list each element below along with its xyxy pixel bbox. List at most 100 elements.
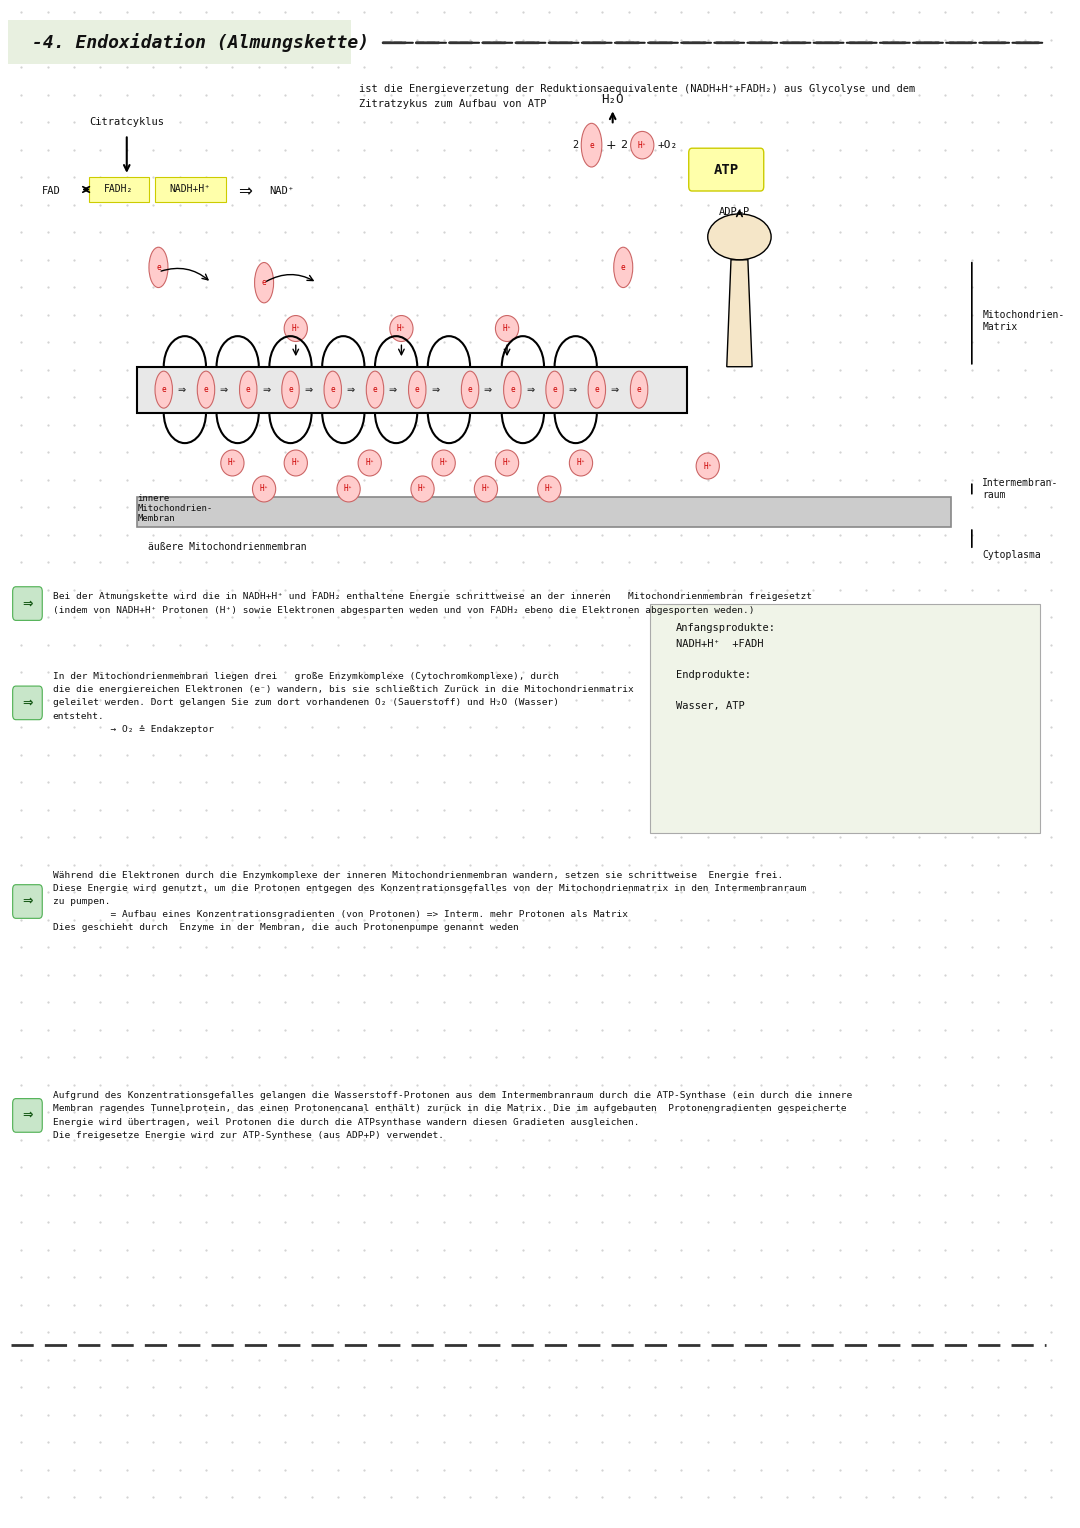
Text: e: e: [288, 385, 293, 394]
Ellipse shape: [707, 214, 771, 260]
Ellipse shape: [390, 316, 413, 342]
Text: ⇒: ⇒: [23, 597, 32, 610]
Text: In der Mitochondrienmembran liegen drei   große Enzymkomplexe (Cytochromkomplexe: In der Mitochondrienmembran liegen drei …: [53, 672, 634, 733]
Text: FAD: FAD: [42, 186, 60, 196]
Ellipse shape: [631, 371, 648, 408]
Ellipse shape: [337, 477, 361, 501]
Text: H⁺: H⁺: [502, 324, 512, 333]
Text: ⇒: ⇒: [610, 385, 619, 394]
Text: NADH+H⁺: NADH+H⁺: [170, 185, 211, 194]
FancyBboxPatch shape: [13, 885, 42, 918]
Ellipse shape: [631, 131, 653, 159]
Text: e: e: [415, 385, 419, 394]
Ellipse shape: [282, 371, 299, 408]
Text: H⁺: H⁺: [482, 484, 490, 494]
Text: e: e: [637, 385, 642, 394]
Ellipse shape: [496, 449, 518, 477]
Text: ⇒: ⇒: [23, 1109, 32, 1122]
Text: e: e: [594, 385, 599, 394]
Bar: [137, 497, 950, 527]
Text: +: +: [605, 139, 616, 151]
Bar: [137, 367, 687, 413]
Ellipse shape: [156, 371, 173, 408]
FancyBboxPatch shape: [156, 177, 226, 202]
Text: ⇒: ⇒: [389, 385, 396, 394]
Ellipse shape: [284, 316, 308, 342]
Text: H⁺: H⁺: [577, 458, 585, 468]
Text: e: e: [373, 385, 377, 394]
Text: e: e: [552, 385, 557, 394]
Text: ⇒: ⇒: [431, 385, 440, 394]
FancyBboxPatch shape: [650, 604, 1040, 833]
Text: H⁺: H⁺: [502, 458, 512, 468]
FancyBboxPatch shape: [13, 1099, 42, 1132]
Polygon shape: [727, 260, 752, 367]
Ellipse shape: [284, 449, 308, 477]
Ellipse shape: [545, 371, 564, 408]
Text: ⇒: ⇒: [262, 385, 270, 394]
Text: +O₂: +O₂: [657, 141, 677, 150]
Text: -4. Endoxidation (Almungskette): -4. Endoxidation (Almungskette): [31, 34, 368, 52]
Ellipse shape: [410, 477, 434, 501]
Text: H⁺: H⁺: [544, 484, 554, 494]
Text: ⇒: ⇒: [238, 182, 252, 200]
Text: H⁺: H⁺: [259, 484, 269, 494]
Ellipse shape: [240, 371, 257, 408]
Text: H⁺: H⁺: [292, 458, 300, 468]
Text: H⁺: H⁺: [703, 461, 713, 471]
Ellipse shape: [503, 371, 521, 408]
Text: innere
Mitochondrien-
Membran: innere Mitochondrien- Membran: [137, 494, 213, 524]
Text: H⁺: H⁺: [396, 324, 406, 333]
Text: Intermembran-
raum: Intermembran- raum: [983, 478, 1058, 500]
Ellipse shape: [255, 263, 273, 303]
Text: NAD⁺: NAD⁺: [269, 186, 295, 196]
Text: H⁺: H⁺: [365, 458, 375, 468]
Text: H⁺: H⁺: [637, 141, 647, 150]
Text: H⁺: H⁺: [228, 458, 237, 468]
Ellipse shape: [496, 316, 518, 342]
Ellipse shape: [220, 449, 244, 477]
Text: Während die Elektronen durch die Enzymkomplexe der inneren Mitochondrienmembran : Während die Elektronen durch die Enzymko…: [53, 871, 806, 932]
Text: Aufgrund des Konzentrationsgefalles gelangen die Wasserstoff-Protonen aus dem In: Aufgrund des Konzentrationsgefalles gela…: [53, 1091, 852, 1140]
Text: ⇒: ⇒: [347, 385, 354, 394]
Text: ⇒: ⇒: [23, 895, 32, 908]
Ellipse shape: [474, 477, 498, 501]
Text: e: e: [621, 263, 625, 272]
Ellipse shape: [198, 371, 215, 408]
Ellipse shape: [697, 452, 719, 480]
Text: ⇒: ⇒: [526, 385, 535, 394]
Text: ⇒: ⇒: [484, 385, 491, 394]
Text: ⇒: ⇒: [219, 385, 228, 394]
Ellipse shape: [538, 477, 561, 501]
Text: Bei der Atmungskette wird die in NADH+H⁺ und FADH₂ enthaltene Energie schrittwei: Bei der Atmungskette wird die in NADH+H⁺…: [53, 593, 812, 614]
FancyBboxPatch shape: [89, 177, 149, 202]
Ellipse shape: [366, 371, 383, 408]
Ellipse shape: [569, 449, 593, 477]
Text: Mitochondrien-
Matrix: Mitochondrien- Matrix: [983, 310, 1065, 332]
Text: Cytoplasma: Cytoplasma: [983, 550, 1041, 559]
Text: e: e: [157, 263, 161, 272]
Text: ⇒: ⇒: [305, 385, 312, 394]
Text: ⇒: ⇒: [177, 385, 186, 394]
Ellipse shape: [461, 371, 478, 408]
Text: H₂O: H₂O: [602, 93, 624, 105]
Text: e: e: [330, 385, 335, 394]
Ellipse shape: [408, 371, 426, 408]
Ellipse shape: [432, 449, 456, 477]
Text: ⇒: ⇒: [23, 697, 32, 709]
Text: H⁺: H⁺: [292, 324, 300, 333]
FancyBboxPatch shape: [689, 148, 764, 191]
Ellipse shape: [324, 371, 341, 408]
Text: H⁺: H⁺: [343, 484, 353, 494]
Text: 2: 2: [572, 141, 579, 150]
Ellipse shape: [149, 248, 168, 287]
Text: e: e: [246, 385, 251, 394]
Text: FADH₂: FADH₂: [104, 185, 133, 194]
Text: e: e: [204, 385, 208, 394]
Ellipse shape: [359, 449, 381, 477]
Text: Anfangsprodukte:
NADH+H⁺  +FADH

Endprodukte:

Wasser, ATP: Anfangsprodukte: NADH+H⁺ +FADH Endproduk…: [676, 623, 777, 712]
Text: e: e: [161, 385, 166, 394]
Text: H⁺: H⁺: [418, 484, 428, 494]
Text: e: e: [590, 141, 594, 150]
FancyBboxPatch shape: [13, 686, 42, 720]
